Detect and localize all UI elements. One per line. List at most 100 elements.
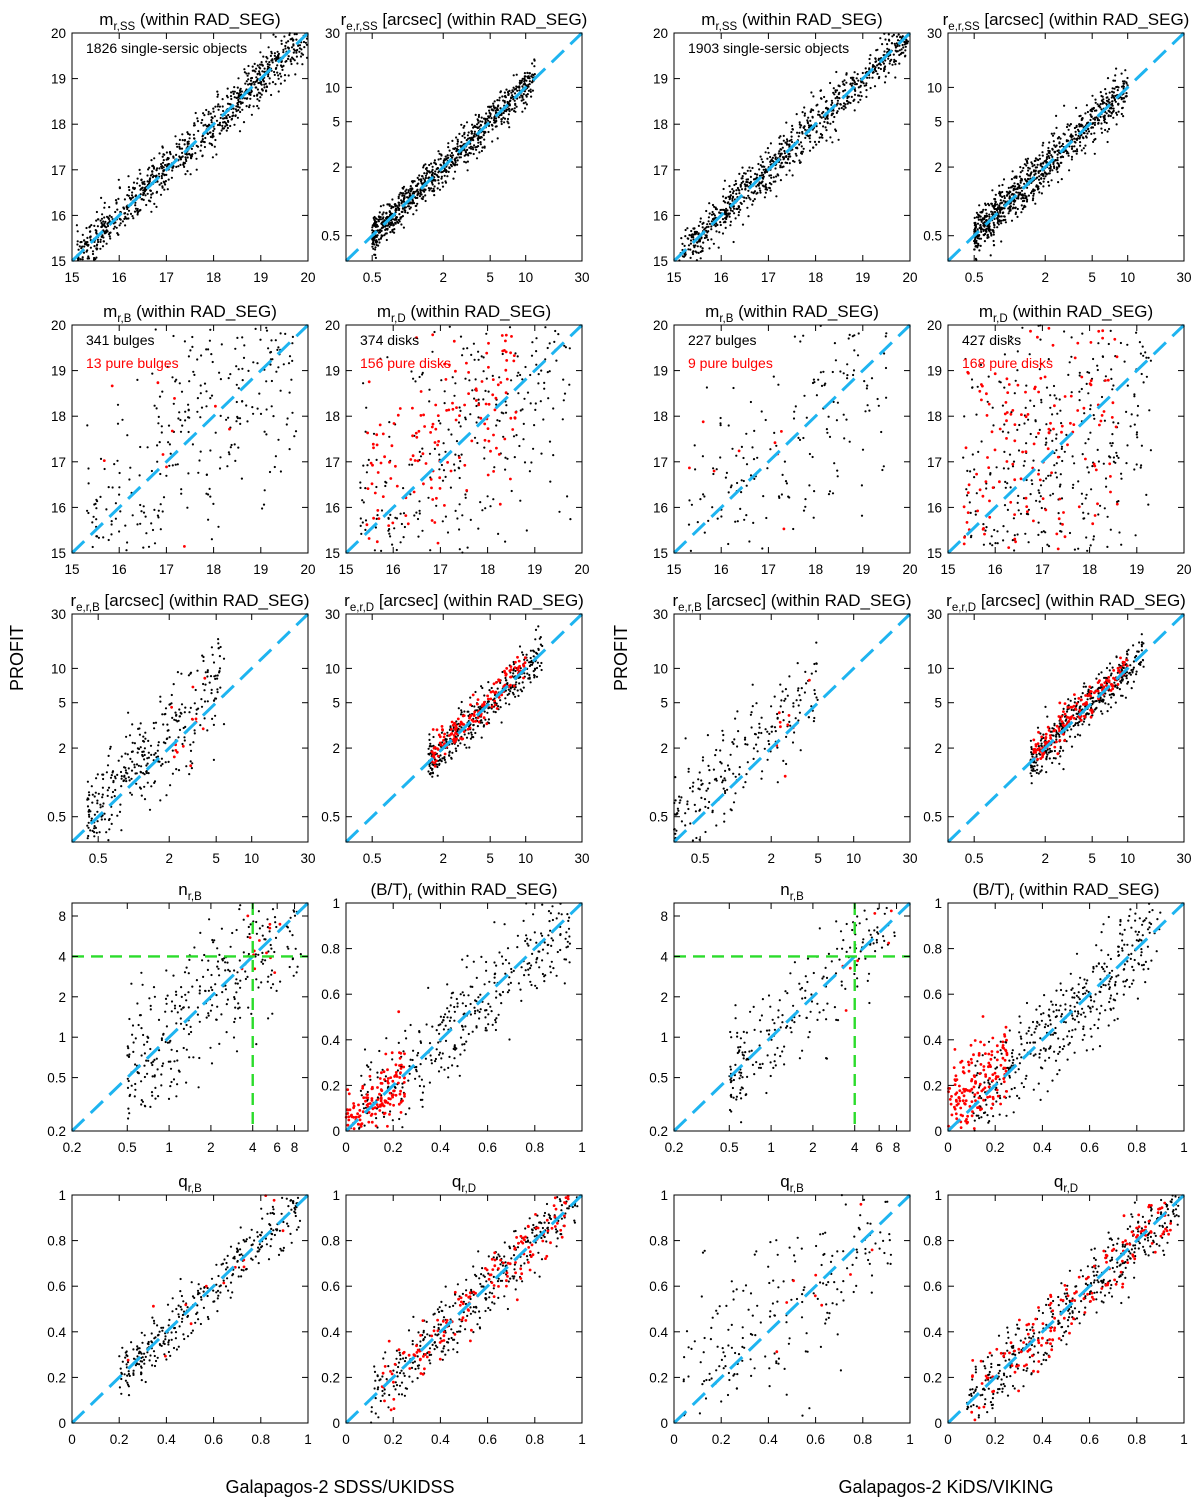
data-point: [1105, 92, 1108, 95]
data-point: [88, 226, 91, 229]
data-point: [421, 529, 424, 532]
data-point: [477, 138, 480, 141]
data-point: [287, 74, 290, 77]
data-point: [798, 438, 802, 441]
data-point: [464, 493, 467, 496]
data-point: [229, 446, 232, 449]
data-point: [721, 232, 725, 235]
data-point: [162, 159, 165, 162]
data-point: [431, 183, 434, 186]
data-point: [1147, 356, 1150, 359]
data-point: [95, 256, 98, 259]
data-point: [180, 492, 183, 495]
data-point: [188, 153, 191, 156]
data-point: [498, 99, 501, 102]
data-point: [491, 378, 495, 381]
data-point: [187, 408, 190, 411]
data-point: [123, 207, 126, 210]
data-point: [1081, 453, 1084, 456]
data-point: [744, 185, 747, 188]
data-point: [383, 234, 386, 237]
data-point: [399, 541, 402, 544]
data-point: [467, 392, 470, 395]
data-point: [1009, 486, 1012, 489]
data-point: [1093, 417, 1096, 420]
data-point: [213, 115, 216, 118]
data-point: [988, 204, 991, 207]
data-point: [162, 169, 165, 172]
data-point: [887, 57, 890, 60]
data-point: [707, 519, 710, 523]
data-point: [762, 168, 765, 171]
data-point: [178, 155, 181, 158]
data-point: [241, 108, 244, 111]
data-point: [504, 339, 507, 343]
data-point: [1054, 150, 1057, 153]
data-point: [209, 112, 212, 115]
data-point: [849, 83, 852, 86]
y-tick-label: 18: [51, 409, 66, 424]
data-point: [1045, 386, 1049, 389]
data-point: [498, 419, 501, 423]
data-point: [790, 138, 793, 141]
data-point: [1086, 466, 1089, 469]
data-point: [151, 528, 155, 532]
data-point: [701, 249, 704, 253]
data-point: [117, 178, 120, 181]
data-point: [1042, 162, 1045, 165]
data-point: [443, 390, 446, 393]
data-point: [168, 443, 171, 446]
data-point: [720, 515, 723, 518]
data-point: [701, 247, 704, 250]
data-point: [808, 149, 812, 152]
data-point: [830, 103, 833, 106]
data-point: [458, 156, 461, 159]
data-point: [503, 117, 507, 120]
data-point: [156, 381, 160, 385]
data-point: [231, 90, 235, 93]
data-point: [373, 549, 376, 552]
data-point: [1061, 142, 1064, 146]
data-point: [429, 431, 432, 434]
data-point: [772, 375, 775, 378]
data-point: [820, 384, 824, 387]
data-point: [434, 163, 438, 166]
data-point: [268, 82, 271, 85]
data-point: [742, 456, 745, 460]
data-point: [732, 240, 735, 244]
data-point: [151, 164, 154, 168]
data-point: [1018, 186, 1021, 189]
data-point: [1106, 77, 1110, 80]
data-point: [710, 225, 713, 228]
data-point: [898, 49, 901, 52]
data-point: [985, 227, 988, 230]
data-point: [721, 218, 725, 221]
data-point: [188, 133, 191, 136]
data-point: [738, 172, 741, 175]
data-point: [389, 223, 393, 226]
data-point: [784, 161, 787, 164]
data-point: [1018, 193, 1021, 196]
data-point: [1078, 399, 1081, 402]
data-point: [684, 253, 687, 256]
data-point: [684, 228, 687, 232]
data-point: [1025, 200, 1029, 203]
data-point: [979, 244, 982, 247]
data-point: [87, 255, 90, 258]
data-point: [732, 386, 735, 390]
data-point: [1038, 175, 1041, 178]
data-point: [996, 542, 999, 545]
data-point: [111, 486, 114, 489]
data-point: [508, 326, 512, 329]
data-point: [509, 351, 512, 355]
data-point: [986, 400, 989, 403]
data-point: [1026, 157, 1030, 160]
data-point: [454, 369, 457, 373]
data-point: [276, 57, 279, 60]
data-point: [833, 462, 836, 465]
data-point: [261, 88, 264, 91]
data-point: [1078, 371, 1081, 374]
data-point: [477, 358, 480, 361]
data-point: [118, 224, 121, 227]
